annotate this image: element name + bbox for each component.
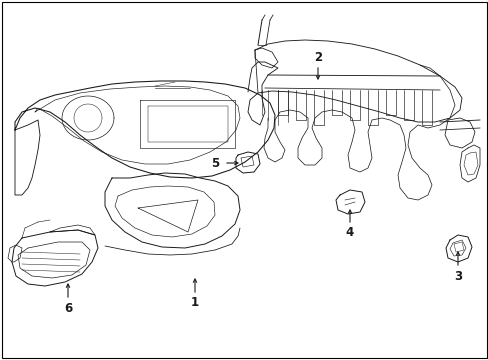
Text: 2: 2	[313, 50, 322, 63]
Text: 1: 1	[190, 297, 199, 310]
Text: 3: 3	[453, 270, 461, 283]
Text: 4: 4	[345, 226, 353, 239]
Text: 5: 5	[210, 157, 219, 170]
Text: 6: 6	[64, 302, 72, 315]
